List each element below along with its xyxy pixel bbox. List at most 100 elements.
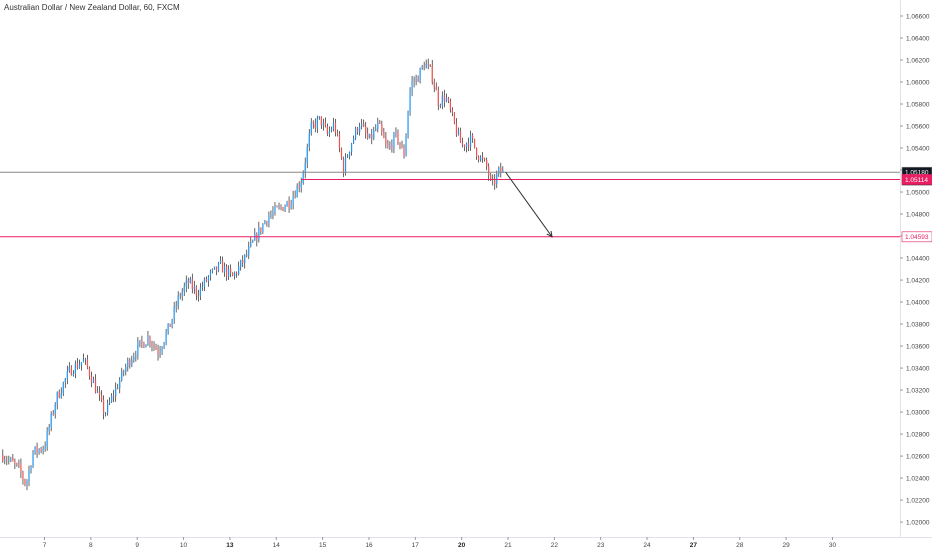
candle-body (248, 246, 250, 255)
candle-body (163, 342, 165, 348)
candle-body (133, 356, 135, 361)
candle-body (409, 90, 411, 114)
candle-body (298, 185, 300, 188)
candle-body (227, 268, 230, 277)
candle-body (350, 143, 353, 152)
candle-body (215, 266, 218, 271)
candle-body (105, 413, 107, 415)
candle-body (377, 121, 379, 129)
candle-body (310, 122, 312, 134)
candle-body (125, 367, 127, 373)
candle-body (187, 280, 189, 284)
candle-body (177, 295, 179, 307)
candle-body (32, 452, 34, 467)
candle-body (189, 279, 191, 284)
x-tick-label: 9 (135, 542, 139, 549)
x-tick-label: 20 (458, 542, 466, 549)
candle-body (179, 295, 181, 297)
candle-body (129, 359, 131, 366)
candle-body (469, 134, 472, 147)
candle-body (111, 395, 113, 402)
arrow-head (546, 230, 553, 238)
candle-body (20, 464, 22, 473)
candle-body (191, 279, 193, 290)
candle-body (151, 343, 153, 346)
candle-body (250, 242, 252, 247)
candle-body (431, 65, 433, 82)
candle-body (36, 446, 38, 453)
candle-body (199, 287, 201, 297)
candle-body (195, 286, 197, 296)
x-tick-label: 8 (89, 542, 93, 549)
candle-body (338, 134, 341, 149)
y-tick-label: 1.04000 (906, 299, 930, 306)
candle-body (383, 131, 385, 138)
candle-body (72, 373, 74, 376)
price-label: 1.05180 (905, 170, 929, 177)
candle-body (252, 240, 254, 243)
candle-body (131, 360, 133, 366)
candle-body (308, 133, 310, 147)
y-tick-label: 1.06200 (906, 57, 930, 64)
candle-body (76, 363, 78, 369)
candle-body (153, 345, 155, 347)
candle-body (66, 371, 68, 379)
candle-body (330, 129, 333, 131)
candle-body (86, 359, 89, 368)
candle-body (123, 370, 125, 373)
y-tick-label: 1.02600 (906, 453, 930, 460)
candle-body (433, 81, 435, 88)
candle-body (107, 403, 109, 414)
x-tick-label: 28 (736, 542, 744, 549)
chart-title: Australian Dollar / New Zealand Dollar, … (4, 3, 180, 12)
candle-body (453, 112, 456, 124)
candle-body (334, 122, 337, 133)
candle-body (332, 122, 335, 130)
candle-body (256, 233, 258, 241)
candle-body (274, 206, 276, 212)
candle-body (236, 272, 238, 275)
candle-body (300, 182, 302, 188)
candle-body (100, 394, 103, 400)
y-tick-label: 1.05800 (906, 101, 930, 108)
candle-body (324, 122, 326, 127)
candle-body (183, 286, 185, 292)
candle-body (447, 97, 449, 102)
candle-body (42, 448, 44, 451)
candle-body (361, 123, 363, 127)
y-tick-label: 1.04200 (906, 277, 930, 284)
candle-body (240, 260, 242, 267)
candle-body (367, 133, 369, 138)
candle-body (4, 460, 6, 462)
candle-body (52, 413, 54, 415)
candle-body (62, 382, 64, 394)
candle-body (455, 123, 458, 135)
candle-body (203, 278, 206, 287)
candle-body (30, 466, 32, 471)
candle-body (119, 380, 121, 389)
candle-body (117, 387, 119, 389)
candle-body (355, 128, 357, 139)
candle-body (264, 221, 266, 225)
candle-body (369, 134, 371, 138)
candle-body (413, 81, 415, 83)
candle-body (181, 291, 183, 297)
candle-body (314, 123, 316, 129)
candle-body (217, 262, 220, 271)
candle-body (48, 426, 50, 431)
candle-body (205, 278, 208, 282)
candle-body (193, 286, 195, 290)
candle-body (276, 206, 278, 208)
candle-body (359, 126, 361, 133)
candle-body (340, 148, 343, 159)
candle-body (84, 359, 87, 360)
x-tick-label: 29 (782, 542, 790, 549)
candle-body (225, 266, 228, 277)
candle-body (88, 367, 91, 377)
x-tick-label: 27 (690, 542, 698, 549)
candle-body (268, 216, 270, 223)
arrow-line[interactable] (505, 171, 553, 238)
candle-body (175, 306, 177, 307)
